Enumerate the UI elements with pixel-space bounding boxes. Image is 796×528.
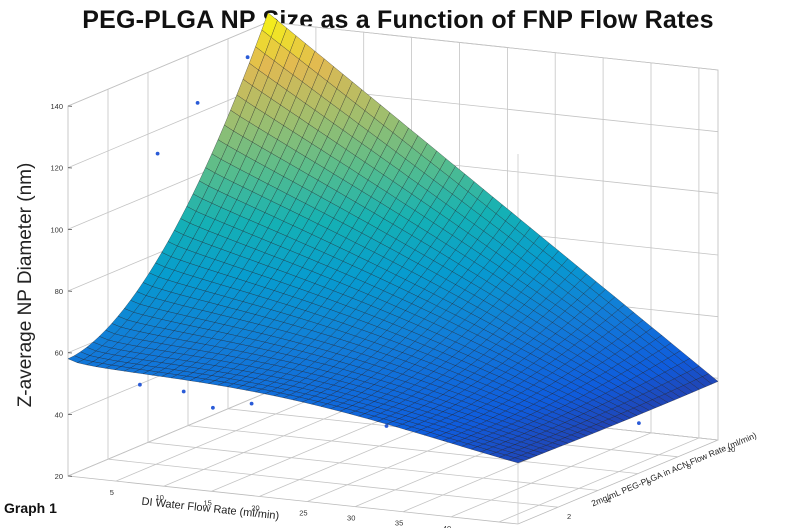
surface-mesh [67,12,719,464]
y-tick-label: 6 [647,479,651,488]
y-tick-label: 10 [727,445,735,454]
y-gridline [187,55,639,474]
z-tick-label: 80 [55,287,63,296]
z-tick-label: 100 [50,225,63,234]
x-tick-label: 40 [443,524,451,528]
data-point [211,405,215,410]
z-tick-label: 60 [55,349,63,358]
x-tick-label: 20 [251,503,259,512]
z-tick-label: 120 [50,164,63,173]
data-point [155,151,160,156]
z-tick-label: 40 [55,410,63,419]
data-point [249,401,254,406]
data-point [637,421,641,425]
y-tick-label: 2 [567,512,571,521]
y-tick-label: 4 [607,495,611,504]
x-tick-label: 30 [347,514,355,523]
x-tick-label: 25 [299,509,307,518]
y-gridline [107,89,559,508]
data-point [138,382,142,387]
axis-ticks: 2040608010012014051015202530354045246810 [50,102,735,528]
y-gridline [147,72,599,491]
y-tick-label: 8 [687,462,691,471]
z-axis-label: Z-average NP Diameter (nm) [15,163,36,408]
graph-caption: Graph 1 [4,500,57,516]
surface-patch [508,457,525,464]
z-tick-label: 20 [55,472,63,481]
data-point [195,101,200,105]
data-point [245,55,250,60]
z-tick-label: 140 [50,102,63,111]
x-tick-label: 5 [110,488,114,497]
chart-title: PEG-PLGA NP Size as a Function of FNP Fl… [82,6,714,34]
data-point [384,424,389,428]
data-point [181,389,186,394]
x-tick-label: 35 [395,519,403,528]
x-tick-label: 15 [203,498,211,507]
x-tick-label: 10 [156,493,164,502]
